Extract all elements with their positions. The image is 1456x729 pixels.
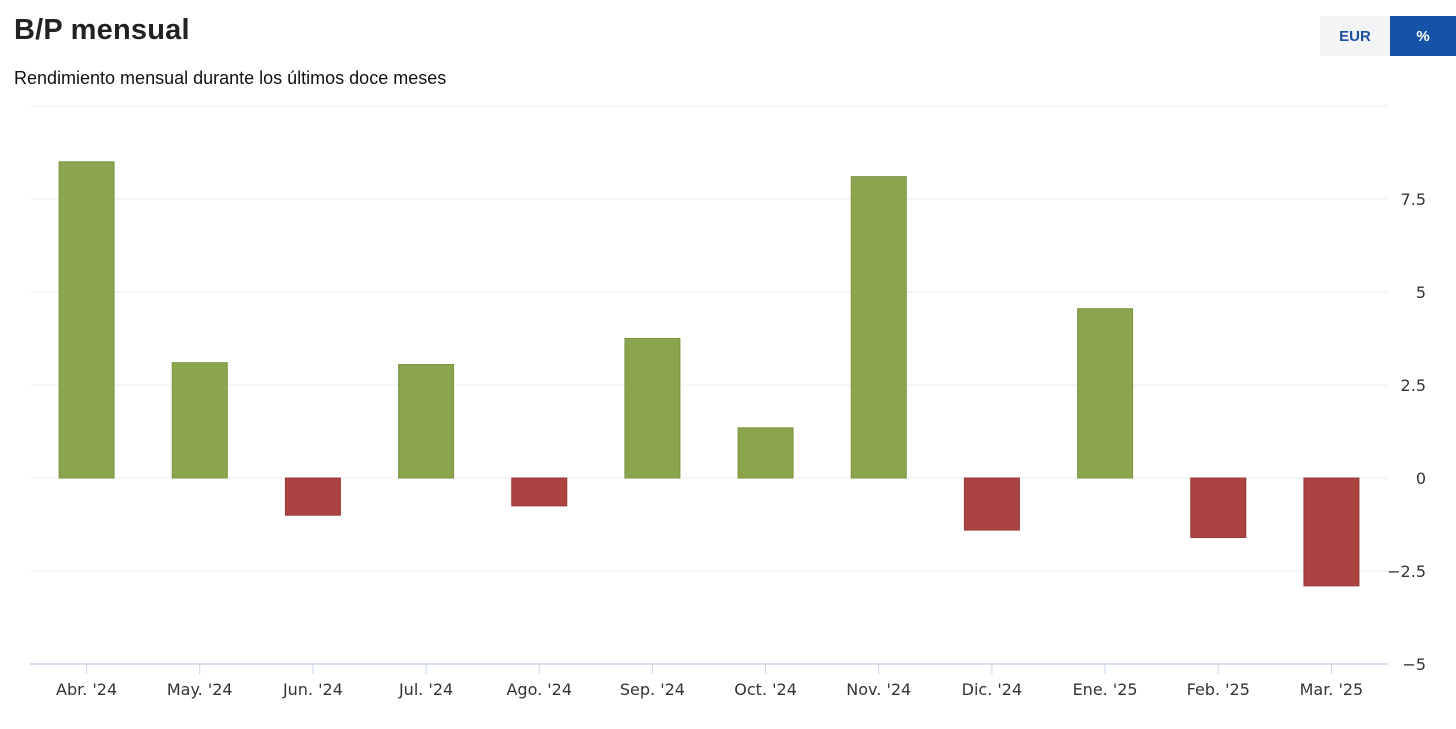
- y-tick-label: −2.5: [1387, 562, 1426, 581]
- x-tick-label: Jul. '24: [398, 680, 453, 699]
- x-tick-label: Ene. '25: [1073, 680, 1138, 699]
- y-tick-label: −5: [1402, 655, 1426, 674]
- y-tick-label: 7.5: [1401, 190, 1426, 209]
- percent-button[interactable]: %: [1390, 16, 1456, 56]
- x-axis-labels: Abr. '24 May. '24 Jun. '24 Jul. '24 Ago. '24…: [56, 680, 1363, 699]
- y-tick-label: 5: [1416, 283, 1426, 302]
- x-tick-label: Oct. '24: [734, 680, 797, 699]
- bar-1[interactable]: [58, 161, 115, 479]
- bar-9[interactable]: [963, 477, 1020, 531]
- x-tick-label: Abr. '24: [56, 680, 117, 699]
- bar-8[interactable]: [850, 176, 907, 479]
- unit-toggle: EUR %: [1320, 16, 1456, 56]
- x-axis: [30, 663, 1388, 674]
- x-tick-label: Sep. '24: [620, 680, 685, 699]
- bar-12[interactable]: [1303, 477, 1360, 587]
- chart-subtitle: Rendimiento mensual durante los últimos …: [14, 68, 447, 88]
- y-tick-label: 0: [1416, 469, 1426, 488]
- bar-10[interactable]: [1077, 308, 1134, 479]
- bar-11[interactable]: [1190, 477, 1247, 539]
- bar-3[interactable]: [284, 477, 341, 516]
- bars: [58, 161, 1360, 587]
- x-tick-label: May. '24: [167, 680, 233, 699]
- x-tick-label: Jun. '24: [282, 680, 343, 699]
- y-tick-label: 2.5: [1401, 376, 1426, 395]
- x-tick-label: Dic. '24: [962, 680, 1023, 699]
- x-tick-label: Feb. '25: [1187, 680, 1250, 699]
- eur-button[interactable]: EUR: [1320, 16, 1390, 56]
- bar-6[interactable]: [624, 338, 681, 479]
- chart-title: B/P mensual: [14, 14, 190, 46]
- bar-7[interactable]: [737, 427, 794, 479]
- bar-4[interactable]: [398, 364, 455, 479]
- bar-5[interactable]: [511, 477, 568, 507]
- x-tick-label: Ago. '24: [506, 680, 572, 699]
- x-tick-label: Nov. '24: [846, 680, 911, 699]
- bar-2[interactable]: [171, 362, 228, 479]
- grid-lines: [30, 105, 1388, 572]
- y-axis-labels: −5 −2.5 0 2.5 5 7.5: [1387, 190, 1426, 674]
- x-tick-label: Mar. '25: [1300, 680, 1364, 699]
